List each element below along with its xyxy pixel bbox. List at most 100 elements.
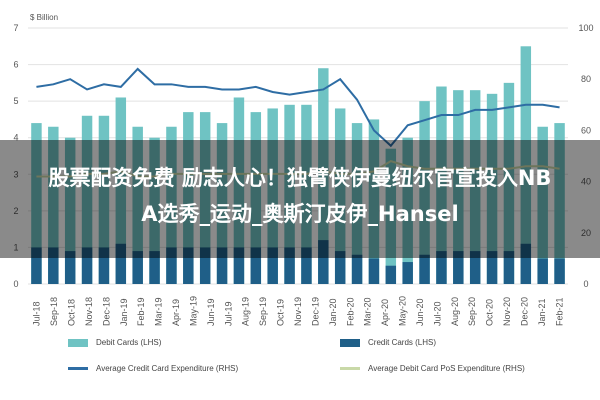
debit-bar [537,126,548,284]
credit-bar [81,247,93,284]
legend-swatch-debit [68,338,88,347]
credit-bar [419,254,430,284]
x-axis-tick-label: Nov-20 [502,297,512,326]
left-axis-tick-label: 5 [13,96,18,106]
right-axis-tick-label: 0 [583,279,588,289]
left-axis-tick-label: 2 [13,206,18,216]
debit-bar [284,104,295,284]
credit-bar [183,247,194,284]
debit-bar [469,90,481,285]
debit-bar [334,108,346,284]
right-axis: 0 20 40 60 80 100 [578,23,593,289]
x-axis-tick-label: Jun-20 [415,298,425,326]
debit-bar [31,123,42,284]
debit-bar [419,101,430,285]
debit-bar [267,108,278,284]
x-axis-tick-label: Apr-20 [380,299,390,326]
debit-bar [351,123,363,284]
x-axis-tick-label: Feb-19 [136,297,146,326]
x-axis-tick-label: Apr-19 [171,299,181,326]
legend-item-debit: Debit Cards (LHS) [68,338,161,347]
x-axis-tick-label: Feb-20 [345,297,355,326]
x-axis-tick-label: Oct-18 [67,299,77,326]
debit-bar [149,137,160,284]
left-axis-tick-label: 6 [13,60,18,70]
credit-bar [31,247,42,284]
x-axis-tick-label: Dec-19 [310,297,320,326]
credit-bar [486,251,498,284]
credit-bar [503,251,515,284]
x-axis-tick-label: Nov-19 [293,297,303,326]
right-axis-tick-label: 100 [578,23,593,33]
right-axis-tick-label: 20 [581,228,591,238]
debit-bar [81,115,93,285]
chart-legend: Debit Cards (LHS) Credit Cards (LHS) Ave… [68,330,588,392]
debit-bar [301,104,312,284]
left-axis-tick-label: 0 [13,279,18,289]
x-axis-tick-label: Mar-19 [154,297,164,326]
credit-bar [64,251,76,284]
x-axis-tick-label: Jan-19 [119,298,129,326]
right-axis-tick-label: 60 [581,125,591,135]
legend-label-credit: Credit Cards (LHS) [368,338,437,347]
debit-bar [318,68,329,284]
x-axis-tick-label: May-19 [188,296,198,326]
debit-bar [183,112,194,284]
debit-bar [233,97,245,284]
x-axis-tick-label: May-20 [398,296,408,326]
x-axis: Jul-18 Sep-18 Oct-18 Nov-18 Dec-18 Jan-19 Feb-… [32,296,565,326]
credit-bar [368,258,380,284]
x-axis-tick-label: Jan-20 [328,298,338,326]
debit-bar [199,112,211,284]
debit-bar [250,112,262,284]
debit-bar [166,126,177,284]
x-axis-tick-label: Aug-20 [450,297,460,326]
legend-swatch-credit [340,338,360,347]
credit-bar [166,247,177,284]
debit-bar [132,126,143,284]
credit-bar [132,251,143,284]
credit-bar [301,247,312,284]
debit-bar [115,97,127,284]
credit-bar [537,258,548,284]
overlay-banner [0,140,600,258]
debit-bar [64,137,76,284]
x-axis-tick-label: Sep-19 [258,297,268,326]
debit-bar [520,46,532,285]
debit-bar [486,93,498,284]
right-axis-tick-label: 40 [581,177,591,187]
debit-bar [385,148,397,284]
credit-bar [267,247,278,284]
credit-bar [199,247,211,284]
overlay-banner-text: 股票配资免费 励志人心！独臂侠伊曼纽尔官宣投入NB A选秀_运动_奥斯汀皮伊_H… [0,160,600,232]
left-axis-unit: $ Billion [30,13,58,22]
credit-bar [284,247,295,284]
avg-debit-line [36,160,560,178]
credit-bar [216,247,228,284]
credit-bar [453,251,464,284]
x-axis-tick-label: Oct-19 [276,299,286,326]
credit-bar-series [31,240,565,284]
debit-bar [402,137,413,284]
banner-line-2: A选秀_运动_奥斯汀皮伊_Hansel [141,202,459,226]
left-axis-tick-label: 1 [13,242,18,252]
avg-credit-line [36,67,560,148]
x-axis-tick-label: Dec-20 [519,297,529,326]
debit-bar [368,119,380,284]
banner-line-1: 股票配资免费 励志人心！独臂侠伊曼纽尔官宣投入NB [48,166,552,190]
legend-line-avg-credit [68,367,88,370]
legend-line-avg-debit [340,367,360,370]
line-series [36,67,560,178]
debit-bar [554,123,565,284]
credit-bar [98,247,110,284]
credit-bar [318,240,329,284]
left-axis-tick-label: 7 [13,23,18,33]
legend-item-avg-debit: Average Debit Card PoS Expenditure (RHS) [340,364,525,373]
right-axis-tick-label: 80 [581,74,591,84]
legend-label-avg-debit: Average Debit Card PoS Expenditure (RHS) [368,364,525,373]
credit-bar [334,251,346,284]
x-axis-tick-label: Sep-18 [49,297,59,326]
left-axis: 0 1 2 3 4 5 6 7 [13,23,18,289]
debit-bar [48,126,59,284]
credit-bar [554,258,565,284]
